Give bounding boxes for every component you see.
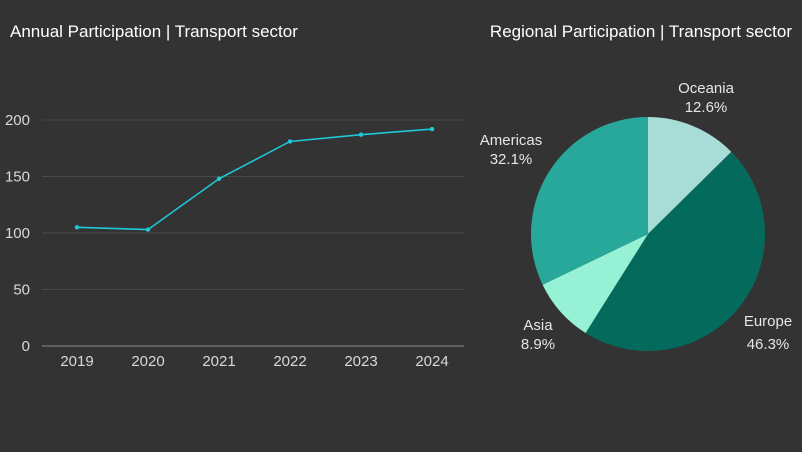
slice-percent-europe: 46.3% [747, 336, 790, 353]
pie-chart-title: Regional Participation | Transport secto… [489, 22, 792, 41]
data-point [358, 132, 364, 137]
y-tick-label: 50 [13, 282, 30, 299]
y-tick-label: 200 [5, 112, 30, 129]
data-point [74, 225, 80, 230]
slice-percent-americas: 32.1% [490, 151, 533, 168]
slice-label-asia: Asia [523, 317, 553, 334]
x-tick-label: 2023 [344, 353, 377, 370]
data-point [145, 227, 151, 232]
x-tick-label: 2022 [273, 353, 306, 370]
slice-percent-asia: 8.9% [521, 336, 555, 353]
slice-percent-oceania: 12.6% [685, 99, 728, 116]
y-tick-label: 150 [5, 169, 30, 186]
series-line [76, 128, 433, 231]
x-tick-label: 2019 [60, 353, 93, 370]
x-tick-label: 2024 [415, 353, 448, 370]
line-chart-title: Annual Participation | Transport sector [10, 22, 298, 41]
pie-slice-europe [585, 151, 765, 351]
pie-slice-americas [530, 117, 648, 285]
pie-slice-asia [542, 234, 648, 333]
data-point [216, 176, 222, 181]
slice-label-europe: Europe [744, 313, 792, 330]
x-tick-label: 2021 [202, 353, 235, 370]
y-tick-label: 0 [22, 338, 30, 355]
data-point [429, 126, 435, 132]
slice-label-americas: Americas [480, 132, 543, 149]
x-tick-label: 2020 [131, 353, 164, 370]
y-tick-label: 100 [5, 225, 30, 242]
pie-slice-oceania [648, 117, 732, 234]
slice-label-oceania: Oceania [678, 80, 735, 97]
data-point [287, 139, 293, 144]
